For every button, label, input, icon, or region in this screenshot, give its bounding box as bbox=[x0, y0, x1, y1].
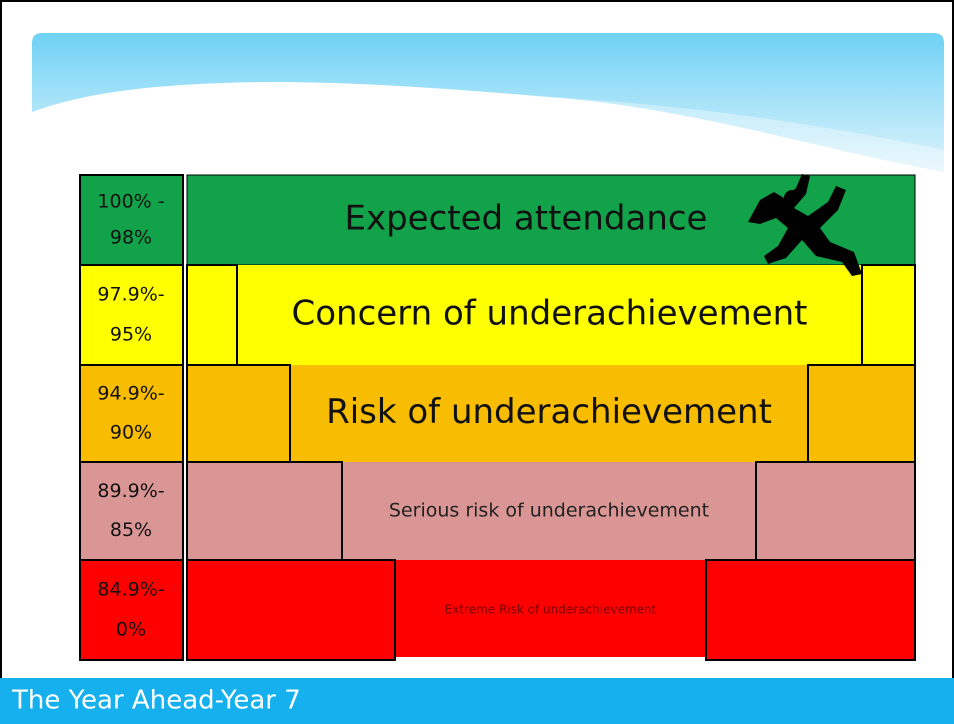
falling-man-head bbox=[784, 190, 800, 206]
step-block bbox=[808, 365, 915, 462]
band-label: Risk of underachievement bbox=[326, 392, 772, 432]
band-label: Extreme Risk of underachievement bbox=[445, 603, 657, 617]
range-cell bbox=[80, 265, 183, 365]
step-block bbox=[187, 462, 342, 560]
step-block bbox=[756, 462, 915, 560]
range-label: 85% bbox=[110, 519, 152, 541]
range-label: 98% bbox=[110, 227, 152, 249]
range-label: 84.9%- bbox=[97, 579, 164, 601]
range-cell bbox=[80, 175, 183, 265]
band-label: Expected attendance bbox=[345, 199, 708, 239]
step-block bbox=[706, 560, 915, 660]
range-label: 0% bbox=[116, 619, 146, 641]
range-cell bbox=[80, 365, 183, 462]
band-label: Concern of underachievement bbox=[292, 294, 808, 334]
range-label: 89.9%- bbox=[97, 480, 164, 502]
band-label: Serious risk of underachievement bbox=[389, 500, 709, 522]
footer-title: The Year Ahead-Year 7 bbox=[11, 686, 301, 716]
range-label: 90% bbox=[110, 421, 152, 443]
range-label: 97.9%- bbox=[97, 284, 164, 306]
step-block bbox=[187, 365, 290, 462]
step-block bbox=[187, 265, 237, 365]
range-label: 94.9%- bbox=[97, 383, 164, 405]
range-label: 100% - bbox=[97, 191, 164, 213]
slide: 100% - 98% Expected attendance 97.9%- 95% Con… bbox=[0, 0, 954, 724]
range-label: 95% bbox=[110, 324, 152, 346]
range-cell bbox=[80, 560, 183, 660]
range-cell bbox=[80, 462, 183, 560]
step-block bbox=[187, 560, 395, 660]
step-block bbox=[862, 265, 915, 365]
